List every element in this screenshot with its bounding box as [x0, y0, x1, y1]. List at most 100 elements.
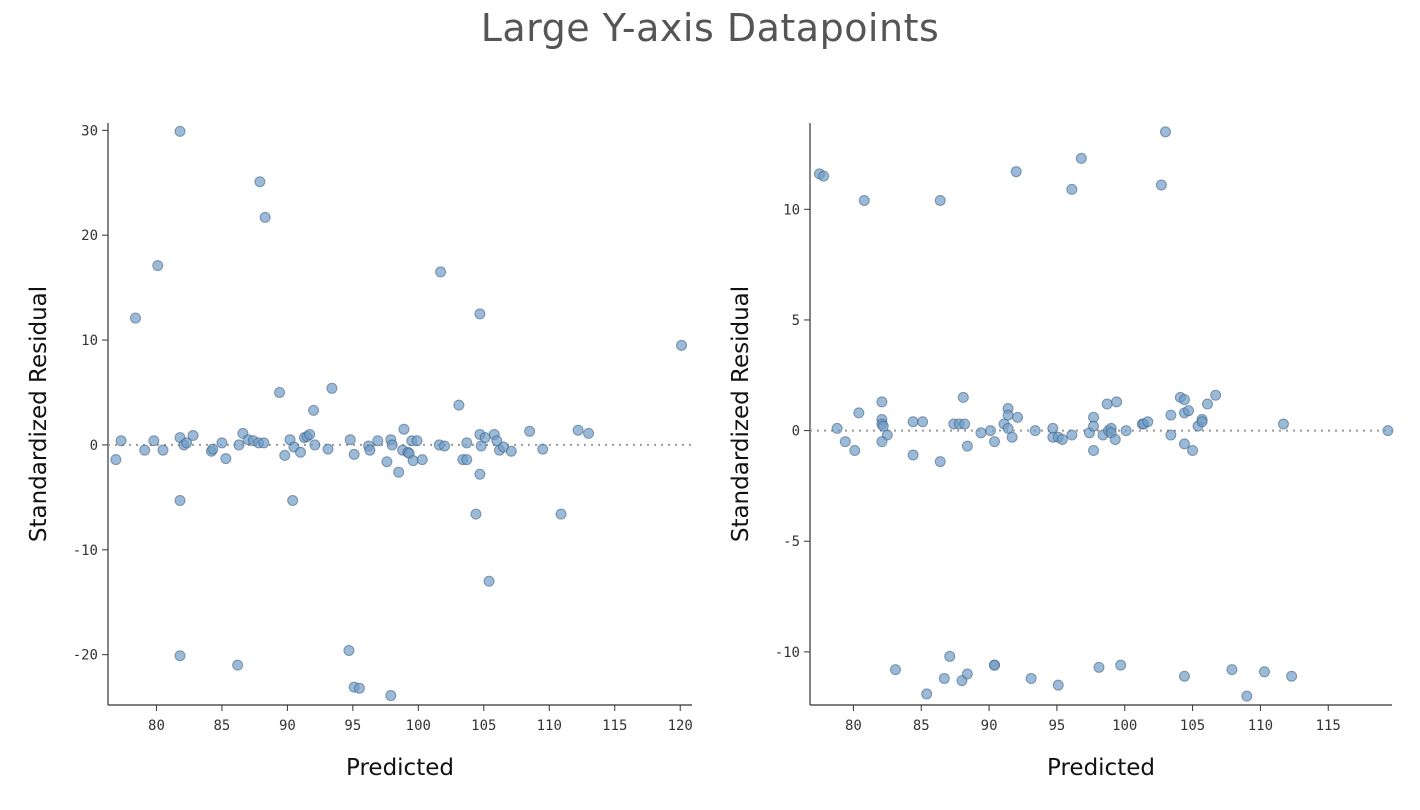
y-axis-label: Standardized Residual — [728, 286, 754, 542]
data-point — [174, 495, 186, 507]
data-point — [839, 436, 851, 448]
data-point — [1226, 664, 1238, 676]
data-point — [505, 445, 517, 457]
data-point — [287, 495, 299, 507]
data-point — [216, 437, 228, 449]
data-point — [975, 427, 987, 439]
x-tick-label: 95 — [1048, 718, 1065, 734]
data-point — [157, 444, 169, 456]
y-tick-label: 10 — [783, 202, 800, 218]
data-point — [583, 427, 595, 439]
data-point — [148, 435, 160, 447]
data-point — [1196, 416, 1208, 428]
data-point — [453, 399, 465, 411]
data-point — [398, 423, 410, 435]
x-tick-label: 85 — [913, 718, 930, 734]
data-point — [1142, 416, 1154, 428]
data-point — [461, 454, 473, 466]
data-point — [353, 682, 365, 694]
data-point — [989, 436, 1001, 448]
data-point — [1066, 429, 1078, 441]
data-point — [1178, 670, 1190, 682]
data-point — [989, 659, 1001, 671]
data-point — [1178, 394, 1190, 406]
data-point — [921, 688, 933, 700]
data-point — [572, 424, 584, 436]
y-axis-label: Standardized Residual — [26, 286, 52, 542]
data-point — [1056, 433, 1068, 445]
data-point — [407, 455, 419, 467]
data-point — [344, 434, 356, 446]
data-point — [1029, 425, 1041, 437]
data-point — [110, 454, 122, 466]
x-tick-label: 120 — [668, 718, 693, 734]
x-tick-label: 90 — [279, 718, 296, 734]
data-point — [1002, 409, 1014, 421]
x-axis-label: Predicted — [1047, 755, 1155, 781]
data-point — [676, 339, 688, 351]
y-tick-label: 30 — [81, 123, 98, 139]
data-point — [304, 428, 316, 440]
data-point — [934, 456, 946, 468]
data-point — [1101, 398, 1113, 410]
x-tick-label: 100 — [406, 718, 431, 734]
data-point — [1010, 166, 1022, 178]
data-point — [1277, 418, 1289, 430]
data-point — [174, 650, 186, 662]
data-point — [294, 446, 306, 458]
data-point — [474, 308, 486, 320]
data-point — [259, 211, 271, 223]
data-point — [907, 449, 919, 461]
data-point — [1111, 396, 1123, 408]
chart-2: 80 85 90 95 100 105 110 115 -10 -5 0 5 10 Predicted St… — [728, 123, 1394, 781]
y-tick-label: 10 — [81, 333, 98, 349]
data-point — [309, 439, 321, 451]
data-point — [876, 436, 888, 448]
data-point — [1165, 409, 1177, 421]
data-point — [889, 664, 901, 676]
data-point — [322, 443, 334, 455]
y-tick-label: 20 — [81, 228, 98, 244]
y-tick-label: -20 — [73, 648, 98, 664]
data-point — [474, 468, 486, 480]
data-point — [1120, 425, 1132, 437]
chart-title: Large Y-axis Datapoints — [480, 6, 940, 50]
data-point — [934, 194, 946, 206]
data-point — [326, 382, 338, 394]
x-tick-label: 110 — [537, 718, 562, 734]
data-point — [876, 396, 888, 408]
data-point — [1012, 411, 1024, 423]
data-point — [1187, 445, 1199, 457]
data-point — [411, 435, 423, 447]
x-tick-label: 115 — [1316, 718, 1341, 734]
data-point — [181, 437, 193, 449]
data-point — [858, 194, 870, 206]
data-point — [1382, 425, 1394, 437]
y-tick-label: -5 — [783, 534, 800, 550]
x-tick-label: 105 — [1180, 718, 1205, 734]
data-point — [1241, 690, 1253, 702]
data-point — [1258, 666, 1270, 678]
data-point — [439, 440, 451, 452]
data-point — [1075, 152, 1087, 164]
data-point — [984, 425, 996, 437]
data-point — [877, 420, 889, 432]
data-point — [1155, 179, 1167, 191]
data-point — [1109, 433, 1121, 445]
data-point — [129, 312, 141, 324]
data-point — [483, 575, 495, 587]
x-tick-label: 105 — [471, 718, 496, 734]
data-point — [944, 650, 956, 662]
data-point — [961, 668, 973, 680]
data-point — [254, 176, 266, 188]
data-point — [187, 429, 199, 441]
data-point — [364, 444, 376, 456]
data-point — [308, 404, 320, 416]
data-point — [1286, 670, 1298, 682]
data-point — [1165, 429, 1177, 441]
data-point — [818, 170, 830, 182]
data-point — [1183, 405, 1195, 417]
data-point — [1178, 438, 1190, 450]
data-point — [233, 439, 245, 451]
